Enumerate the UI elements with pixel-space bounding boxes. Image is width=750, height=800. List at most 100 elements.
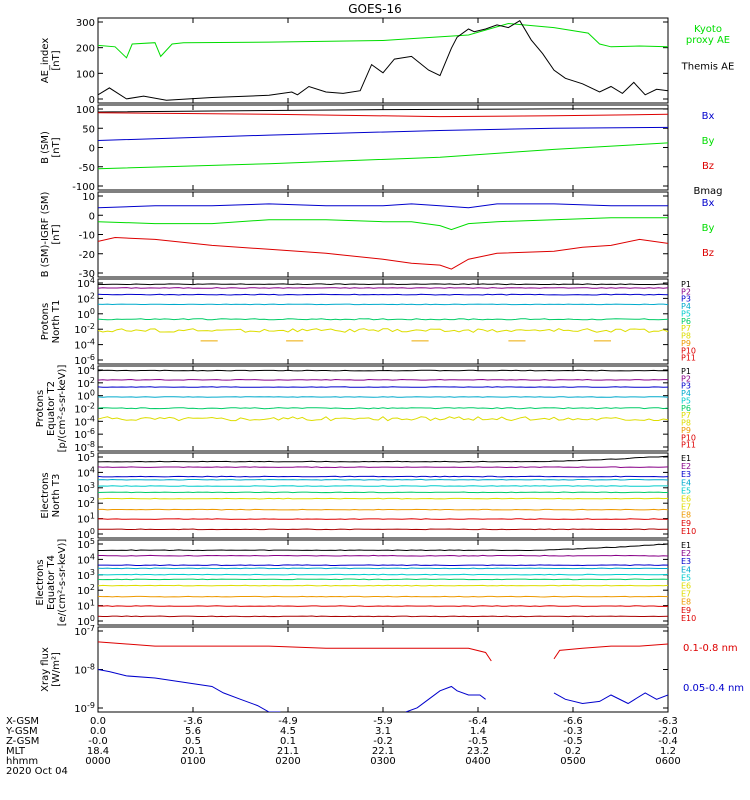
level-line-8 (98, 605, 668, 607)
legend-entry: Themis AE (681, 62, 735, 73)
ephemeris-value: 0600 (655, 756, 680, 767)
ephemeris-value: 18.4 (87, 746, 109, 757)
level-line-2 (98, 564, 668, 567)
panel-bres: 10 0 -10 -20 -30 B (SM)-IGRF (SM)[nT] Bx By Bz (40, 191, 714, 280)
ephemeris-value: -4.9 (278, 716, 298, 727)
legend-entry: E4 (681, 565, 691, 574)
ephemeris-row-label: X-GSM (6, 716, 39, 727)
series-group (98, 543, 668, 618)
level-line-3 (98, 567, 668, 570)
level-line-8 (98, 518, 668, 520)
legend-entry: P5 (681, 309, 691, 318)
ytick-label: 0 (89, 211, 95, 222)
ytick-label: 10-6 (74, 353, 95, 367)
level-line-1 (98, 554, 668, 557)
ytick-label: 10-4 (74, 414, 95, 428)
series-line-4 (553, 692, 668, 705)
legend-entry: Bx (702, 111, 715, 122)
series-line-2 (98, 236, 668, 270)
ephemeris-value: -3.6 (183, 716, 203, 727)
series-line-2 (98, 126, 668, 141)
legend-entry: P2 (681, 374, 691, 383)
y-axis-label: ElectronsEquator T4[e/(cm²-s-sr-keV)] (35, 539, 68, 627)
ephemeris-value: 5.6 (185, 726, 201, 737)
ytick-label: 102 (77, 496, 95, 510)
ytick-label: 105 (77, 450, 95, 464)
legend-entry: E2 (681, 549, 691, 558)
legend-entry: P5 (681, 396, 691, 405)
ytick-label: 100 (77, 527, 95, 541)
panel-frame (97, 539, 669, 626)
level-line-4 (98, 485, 668, 487)
level-line-5 (98, 416, 668, 422)
ytick-label: 0 (89, 144, 95, 155)
ytick-label: -30 (79, 269, 95, 280)
legend-entry: P4 (681, 302, 691, 311)
level-line-5 (98, 491, 668, 494)
legend-entry: E3 (681, 557, 691, 566)
series-line-0 (98, 641, 492, 662)
ephemeris-row-label: 2020 Oct 04 (6, 766, 68, 777)
series-line-3 (405, 685, 486, 712)
level-line-0 (98, 283, 668, 286)
level-line-4 (98, 318, 668, 321)
series-line-1 (98, 217, 668, 231)
ephemeris-value: 0.5 (185, 736, 201, 747)
y-axis-label: B (SM)[nT] (40, 131, 62, 164)
legend-entry: E2 (681, 462, 691, 471)
ytick-label: -100 (72, 182, 95, 193)
ephemeris-value: -5.9 (373, 716, 393, 727)
ytick-label: 102 (77, 583, 95, 597)
ytick-label: 100 (77, 389, 95, 403)
legend-entry: proxy AE (686, 35, 730, 46)
ephemeris-value: -6.3 (658, 716, 678, 727)
plot-title: GOES-16 (348, 2, 402, 16)
legend-entry: P10 (681, 433, 696, 442)
series-group (98, 108, 668, 170)
legend-entry: Bz (702, 161, 714, 172)
legend-entry: P3 (681, 295, 691, 304)
level-line-9 (98, 528, 668, 531)
ytick-label: -10 (79, 231, 95, 242)
legend-entry: P10 (681, 346, 696, 355)
level-line-9 (98, 615, 668, 618)
level-line-0 (98, 455, 668, 463)
ytick-label: 103 (77, 481, 95, 495)
y-axis-label: ProtonsNorth T1 (40, 300, 62, 344)
ytick-label: 10-7 (74, 624, 95, 638)
ephemeris-value: -2.0 (658, 726, 678, 737)
legend-entry: E9 (681, 606, 691, 615)
ephemeris-value: -6.4 (468, 716, 488, 727)
level-line-7 (98, 508, 668, 511)
ephemeris-value: 0.0 (90, 726, 106, 737)
ephemeris-row-label: Y-GSM (5, 726, 38, 737)
ytick-label: 10 (82, 192, 95, 203)
legend-entry: E1 (681, 541, 691, 550)
level-line-4 (98, 573, 668, 576)
ytick-label: -50 (79, 163, 95, 174)
legend-entry: E10 (681, 614, 696, 623)
ytick-label: 104 (77, 276, 95, 290)
level-line-3 (98, 478, 668, 481)
ephemeris-value: 4.5 (280, 726, 296, 737)
legend-entry: E7 (681, 590, 691, 599)
legend-entry: E10 (681, 527, 696, 536)
legend-entry: 0.05-0.4 nm (683, 683, 744, 694)
legend-entry: E1 (681, 454, 691, 463)
ytick-label: 0 (89, 95, 95, 106)
ephemeris-value: 1.4 (470, 726, 486, 737)
ephemeris-value: -0.5 (468, 736, 488, 747)
ytick-label: 10-8 (74, 440, 95, 454)
panel-frame (97, 452, 669, 539)
ephemeris-value: 0.1 (280, 736, 296, 747)
ephemeris-value: 21.1 (277, 746, 299, 757)
ytick-label: 104 (77, 465, 95, 479)
panel-frame (97, 365, 669, 452)
level-line-6 (98, 584, 668, 587)
legend-entry: E8 (681, 598, 691, 607)
panel-frame (97, 17, 669, 104)
level-line-0 (98, 543, 668, 552)
